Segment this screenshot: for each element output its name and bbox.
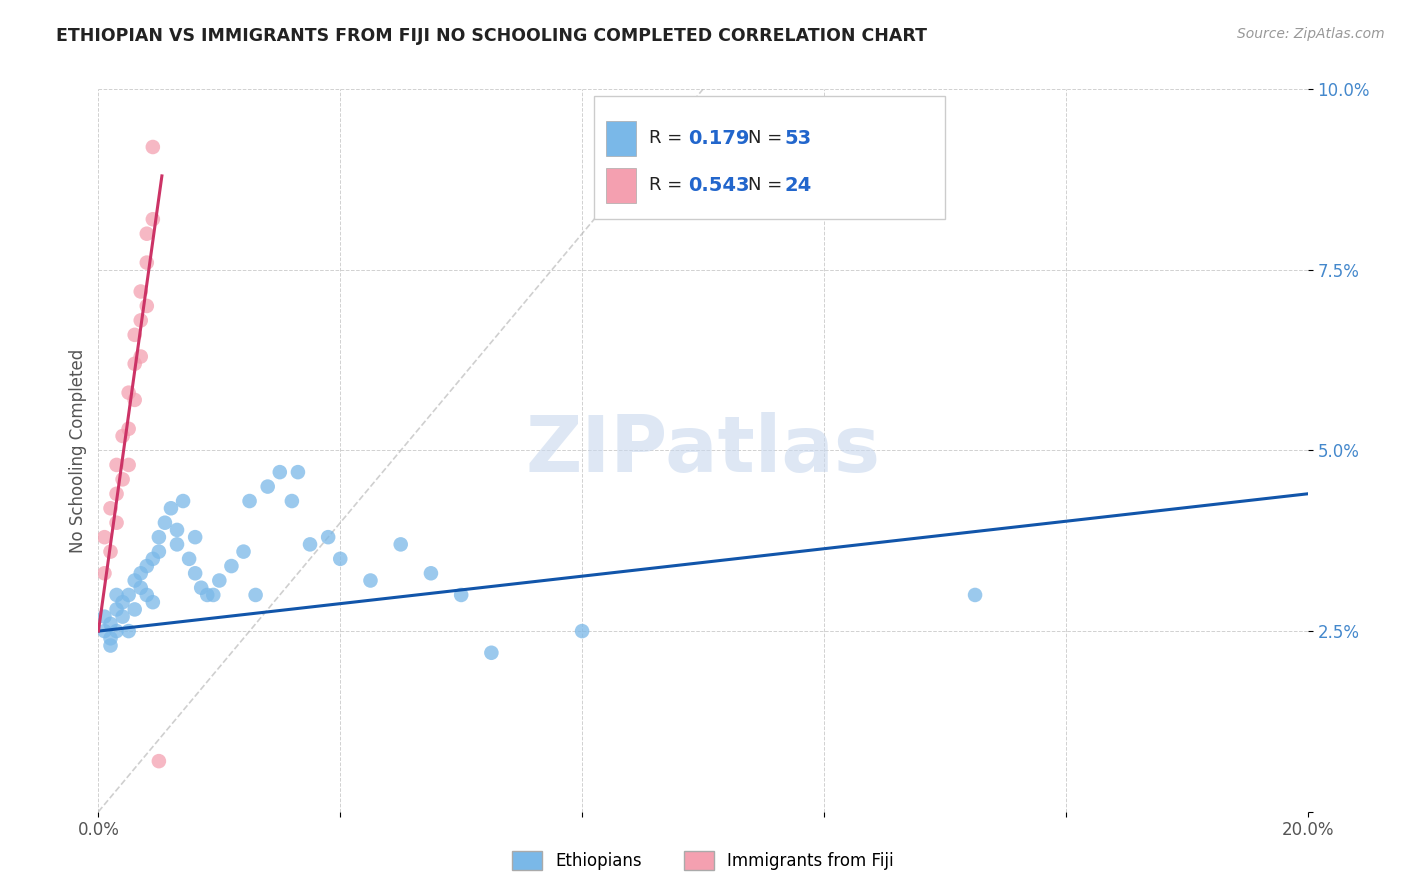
Point — [142, 212, 165, 227]
Point — [111, 595, 134, 609]
Point — [239, 494, 262, 508]
Y-axis label: No Schooling Completed: No Schooling Completed — [69, 349, 87, 552]
Point — [142, 595, 165, 609]
Point — [329, 551, 352, 566]
Point — [111, 429, 134, 443]
Point — [135, 559, 157, 574]
FancyBboxPatch shape — [606, 168, 637, 202]
FancyBboxPatch shape — [606, 121, 637, 156]
Point — [118, 458, 141, 472]
Point — [135, 227, 157, 241]
Point — [142, 551, 165, 566]
Point — [93, 566, 115, 581]
Point — [269, 465, 291, 479]
Point — [148, 754, 170, 768]
Point — [100, 501, 122, 516]
Point — [148, 544, 170, 558]
Point — [281, 494, 304, 508]
Point — [129, 313, 152, 327]
Point — [100, 616, 122, 631]
Text: 53: 53 — [785, 129, 811, 148]
Point — [129, 581, 152, 595]
Point — [129, 566, 152, 581]
Point — [111, 609, 134, 624]
Text: 24: 24 — [785, 176, 811, 194]
Point — [153, 516, 176, 530]
Point — [287, 465, 309, 479]
Point — [111, 472, 134, 486]
Point — [129, 350, 152, 364]
Point — [166, 537, 188, 551]
Point — [142, 140, 165, 154]
Point — [232, 544, 254, 558]
Point — [965, 588, 987, 602]
Point — [105, 588, 128, 602]
Point — [389, 537, 412, 551]
Text: R =: R = — [648, 129, 688, 147]
Point — [124, 392, 146, 407]
Point — [221, 559, 243, 574]
Point — [124, 357, 146, 371]
Point — [245, 588, 267, 602]
Point — [179, 551, 201, 566]
Point — [124, 602, 146, 616]
Point — [360, 574, 382, 588]
Point — [202, 588, 225, 602]
Point — [148, 530, 170, 544]
FancyBboxPatch shape — [595, 96, 945, 219]
Point — [184, 530, 207, 544]
Point — [105, 516, 128, 530]
Point — [118, 624, 141, 639]
Point — [105, 602, 128, 616]
Point — [100, 632, 122, 646]
Text: ZIPatlas: ZIPatlas — [526, 412, 880, 489]
Point — [135, 255, 157, 269]
Text: 0.543: 0.543 — [689, 176, 749, 194]
Point — [571, 624, 593, 639]
Point — [124, 574, 146, 588]
Point — [208, 574, 231, 588]
Point — [160, 501, 183, 516]
Point — [450, 588, 472, 602]
Text: N =: N = — [748, 177, 787, 194]
Point — [135, 588, 157, 602]
Text: Source: ZipAtlas.com: Source: ZipAtlas.com — [1237, 27, 1385, 41]
Point — [166, 523, 188, 537]
Point — [299, 537, 322, 551]
Point — [124, 327, 146, 342]
Point — [316, 530, 339, 544]
Point — [184, 566, 207, 581]
Point — [692, 154, 714, 169]
Point — [190, 581, 212, 595]
Point — [105, 458, 128, 472]
Point — [481, 646, 503, 660]
Point — [93, 624, 115, 639]
Point — [195, 588, 218, 602]
Text: N =: N = — [748, 129, 787, 147]
Point — [256, 480, 278, 494]
Point — [100, 544, 122, 558]
Legend: Ethiopians, Immigrants from Fiji: Ethiopians, Immigrants from Fiji — [506, 844, 900, 877]
Point — [93, 609, 115, 624]
Text: R =: R = — [648, 177, 688, 194]
Point — [105, 487, 128, 501]
Point — [118, 385, 141, 400]
Point — [118, 422, 141, 436]
Point — [135, 299, 157, 313]
Point — [118, 588, 141, 602]
Point — [129, 285, 152, 299]
Point — [172, 494, 194, 508]
Point — [105, 624, 128, 639]
Point — [93, 530, 115, 544]
Text: 0.179: 0.179 — [689, 129, 749, 148]
Point — [420, 566, 443, 581]
Text: ETHIOPIAN VS IMMIGRANTS FROM FIJI NO SCHOOLING COMPLETED CORRELATION CHART: ETHIOPIAN VS IMMIGRANTS FROM FIJI NO SCH… — [56, 27, 927, 45]
Point — [100, 639, 122, 653]
